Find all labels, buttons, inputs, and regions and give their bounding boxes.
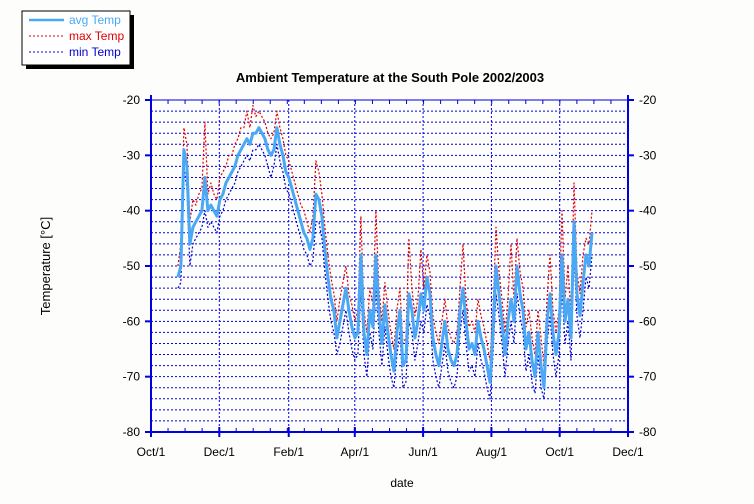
x-tick-label: Oct/1 xyxy=(137,445,166,459)
y-axis-label: Temperature [°C] xyxy=(38,217,53,315)
x-tick-label: Jun/1 xyxy=(408,445,438,459)
min-temp-line xyxy=(177,143,593,400)
y-tick-label-right: -60 xyxy=(639,314,657,328)
x-tick-label: Feb/1 xyxy=(273,445,304,459)
x-tick-label: Dec/1 xyxy=(204,445,236,459)
y-tick-label-left: -20 xyxy=(123,93,141,107)
x-tick-label: Aug/1 xyxy=(476,445,508,459)
chart-title: Ambient Temperature at the South Pole 20… xyxy=(236,70,544,85)
y-tick-label-left: -30 xyxy=(123,148,141,162)
avg-temp-line xyxy=(176,126,594,390)
y-tick-label-left: -80 xyxy=(123,425,141,439)
y-tick-label-left: -50 xyxy=(123,259,141,273)
series-lines xyxy=(176,104,594,400)
legend-items: avg Temp max Temp min Temp xyxy=(29,13,124,59)
legend-label: avg Temp xyxy=(69,13,121,27)
y-tick-label-right: -80 xyxy=(639,425,657,439)
y-tick-label-right: -70 xyxy=(639,370,657,384)
legend-label: min Temp xyxy=(69,45,121,59)
max-temp-line xyxy=(177,104,593,367)
y-tick-label-right: -30 xyxy=(639,148,657,162)
x-tick-label: Oct/1 xyxy=(545,445,574,459)
legend: avg Temp max Temp min Temp xyxy=(21,10,134,69)
x-tick-label: Dec/1 xyxy=(612,445,644,459)
x-tick-label: Apr/1 xyxy=(340,445,369,459)
grid xyxy=(151,100,628,432)
legend-label: max Temp xyxy=(69,29,124,43)
y-tick-label-right: -40 xyxy=(639,204,657,218)
y-tick-label-right: -50 xyxy=(639,259,657,273)
y-tick-label-left: -40 xyxy=(123,204,141,218)
axes xyxy=(145,95,634,437)
y-tick-label-left: -60 xyxy=(123,314,141,328)
y-tick-label-left: -70 xyxy=(123,370,141,384)
tick-labels: Oct/1 Dec/1 Feb/1 Apr/1 Jun/1 Aug/1 Oct/1 Dec/1… xyxy=(123,93,657,459)
y-tick-label-right: -20 xyxy=(639,93,657,107)
x-axis-label: date xyxy=(390,476,414,490)
